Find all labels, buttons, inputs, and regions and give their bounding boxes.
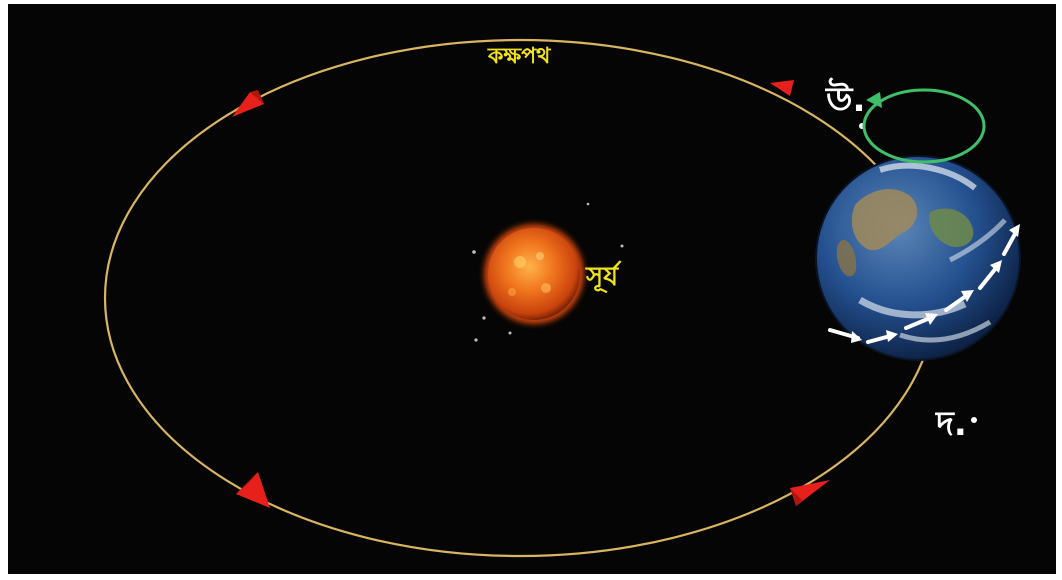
north-pole-label: উ. [826,80,866,120]
orbit-direction-arrow-bottom-right [790,480,830,506]
sun [484,224,584,324]
south-pole-label: দ. [936,404,967,444]
rotation-arrow [862,88,986,164]
orbit-label: কক্ষপথ [488,44,551,69]
stars [472,202,624,342]
south-pole-marker [971,417,977,423]
sun-label: সূর্য [586,262,619,292]
earth [815,155,1021,361]
orbit-direction-arrow-top-left [232,90,264,117]
orbit-direction-arrow-top-right [770,80,794,96]
orbit-direction-arrow-bottom-left [236,472,270,508]
earth-surface-arrows [828,224,1020,344]
